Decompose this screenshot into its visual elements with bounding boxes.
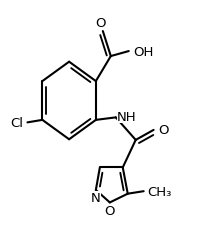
Text: O: O: [159, 124, 169, 137]
Text: O: O: [96, 16, 106, 29]
Text: NH: NH: [117, 110, 136, 123]
Text: OH: OH: [134, 45, 154, 58]
Text: N: N: [91, 192, 101, 204]
Text: Cl: Cl: [11, 116, 23, 129]
Text: CH₃: CH₃: [148, 185, 172, 198]
Text: O: O: [105, 204, 115, 217]
